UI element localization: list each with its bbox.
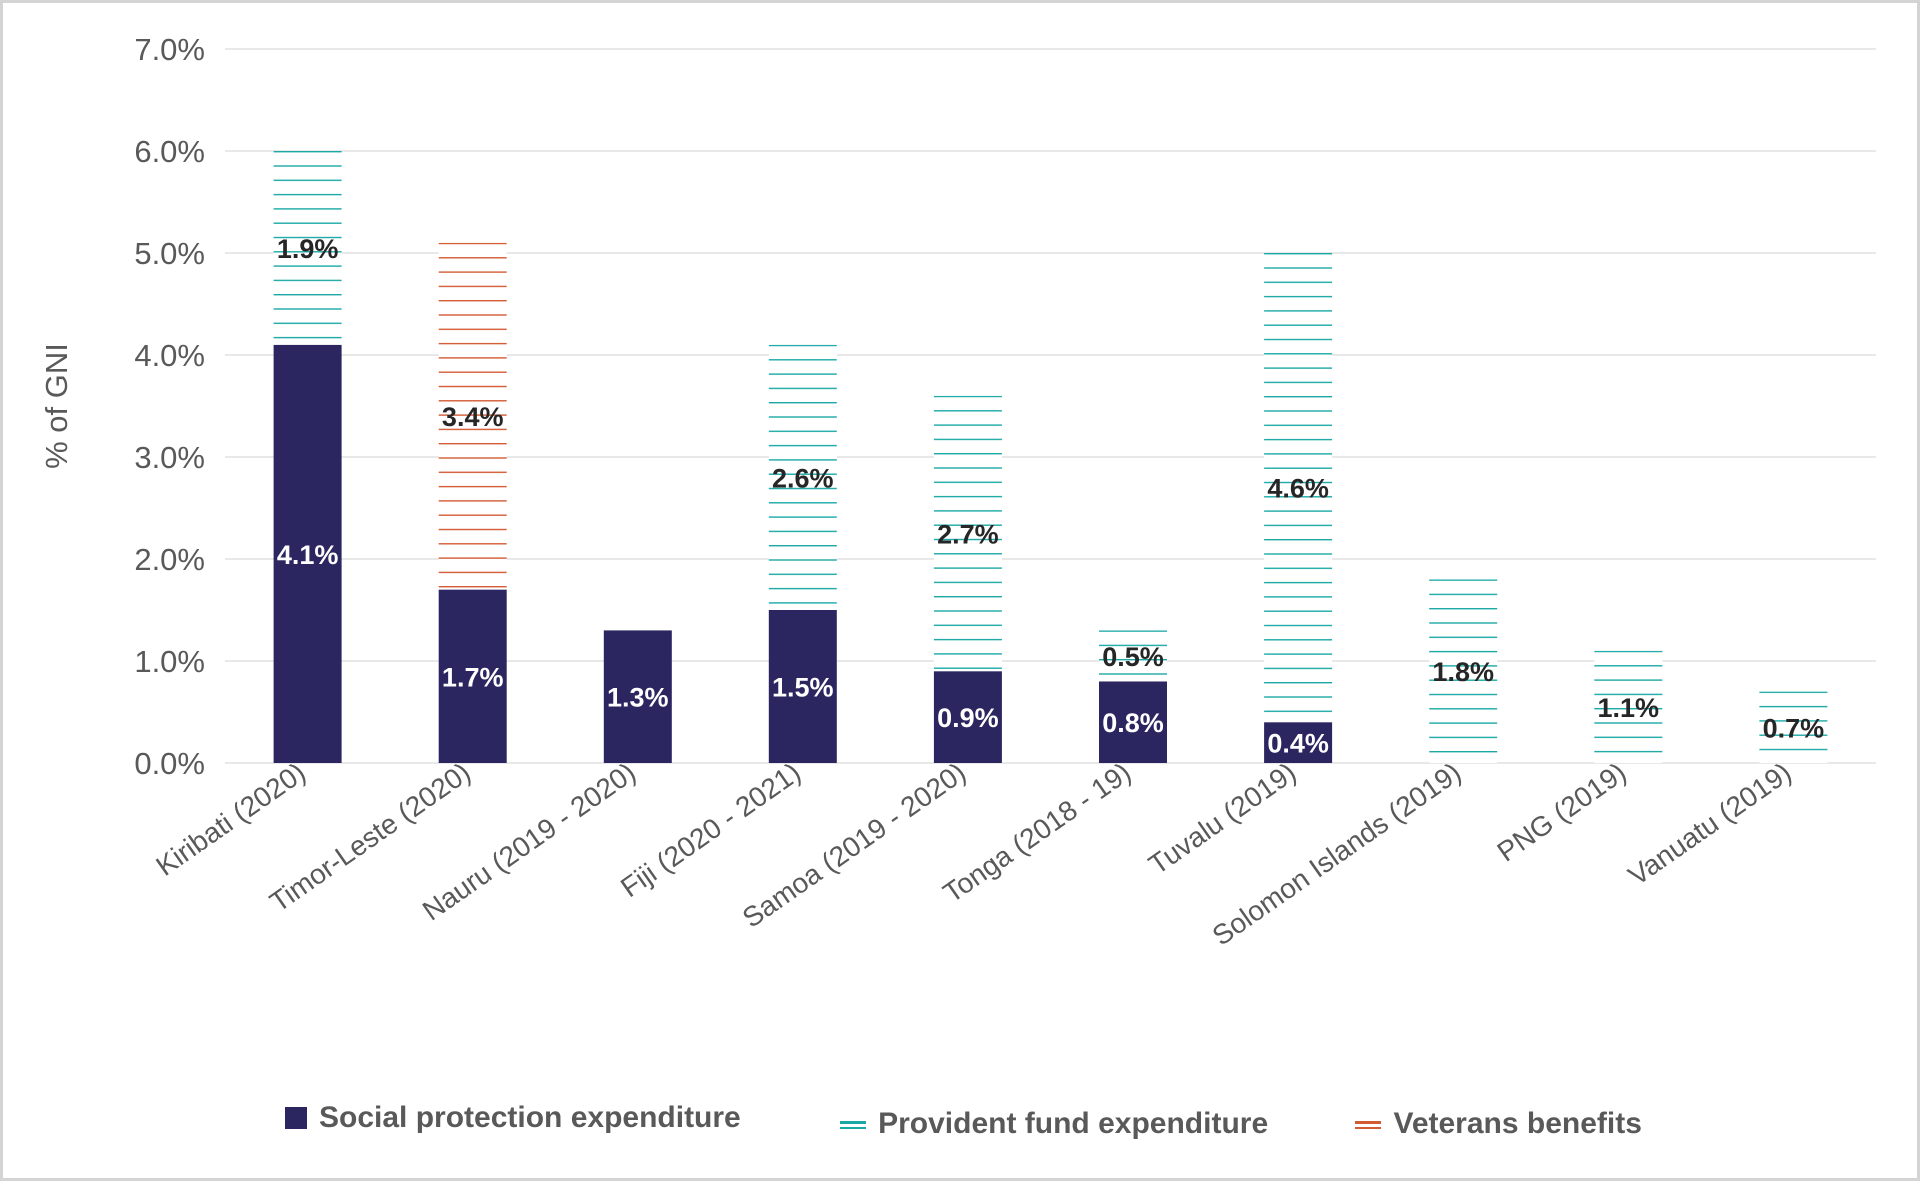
svg-text:2.7%: 2.7% [937,520,999,550]
svg-text:1.8%: 1.8% [1432,657,1494,687]
svg-text:Tuvalu (2019): Tuvalu (2019) [1143,757,1301,881]
svg-text:0.5%: 0.5% [1102,642,1164,672]
svg-text:1.5%: 1.5% [772,673,834,703]
svg-text:Vanuatu (2019): Vanuatu (2019) [1623,757,1797,892]
svg-text:3.0%: 3.0% [134,440,205,475]
svg-text:4.0%: 4.0% [134,338,205,373]
svg-text:2.0%: 2.0% [134,542,205,577]
svg-text:1.9%: 1.9% [277,234,339,264]
svg-text:4.1%: 4.1% [277,540,339,570]
svg-text:1.0%: 1.0% [134,644,205,679]
svg-text:2.6%: 2.6% [772,463,834,493]
svg-text:7.0%: 7.0% [134,32,205,67]
svg-text:1.1%: 1.1% [1598,693,1660,723]
svg-text:PNG (2019): PNG (2019) [1492,757,1632,868]
svg-text:0.9%: 0.9% [937,703,999,733]
svg-text:0.7%: 0.7% [1763,713,1825,743]
svg-text:5.0%: 5.0% [134,236,205,271]
svg-text:1.3%: 1.3% [607,683,669,713]
svg-text:6.0%: 6.0% [134,134,205,169]
svg-text:3.4%: 3.4% [442,402,504,432]
svg-text:0.0%: 0.0% [134,746,205,781]
svg-text:4.6%: 4.6% [1267,474,1329,504]
svg-text:0.8%: 0.8% [1102,708,1164,738]
svg-text:1.7%: 1.7% [442,662,504,692]
svg-text:0.4%: 0.4% [1267,729,1329,759]
